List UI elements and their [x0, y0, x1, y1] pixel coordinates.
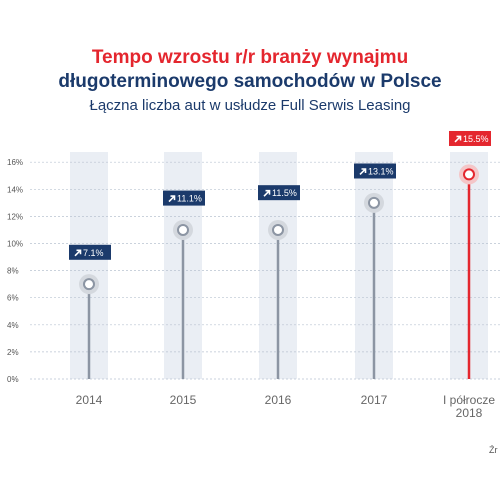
x-tick-label: 2014 [76, 393, 103, 407]
up-arrow-icon [263, 189, 271, 197]
chart-subtitle: Łączna liczba aut w usłudze Full Serwis … [89, 97, 411, 114]
up-arrow-icon [454, 135, 462, 143]
value-label-box-1 [163, 190, 205, 206]
y-tick-label: 6% [7, 294, 19, 303]
up-arrow-icon [74, 249, 82, 257]
value-label-box-2 [258, 185, 300, 201]
chart-title-line-2: długoterminowego samochodów w Polsce [58, 71, 442, 92]
x-tick-label: 2018 [456, 406, 483, 420]
y-tick-label: 14% [7, 185, 23, 194]
up-arrow-icon [168, 195, 176, 203]
data-point-4 [463, 168, 475, 181]
value-label-3: 13.1% [368, 166, 394, 176]
data-point-0 [83, 278, 95, 291]
data-point-2 [272, 223, 284, 236]
value-label-1: 11.1% [177, 194, 202, 204]
data-point-3 [368, 196, 380, 209]
y-tick-label: 0% [7, 375, 19, 384]
x-tick-label: 2015 [170, 393, 197, 407]
chart-title-line-1: Tempo wzrostu r/r branży wynajmu [91, 47, 409, 68]
value-label-box-4 [449, 130, 491, 146]
x-tick-label: 2017 [361, 393, 388, 407]
value-label-4: 15.5% [463, 134, 489, 144]
value-label-0: 7.1% [83, 248, 104, 258]
y-tick-label: 16% [7, 158, 23, 167]
value-label-box-3 [354, 163, 396, 179]
y-tick-label: 8% [7, 267, 19, 276]
y-tick-label: 2% [7, 348, 19, 357]
source-note: Źr [489, 445, 498, 455]
y-tick-label: 12% [7, 212, 23, 221]
value-label-2: 11.5% [272, 188, 297, 198]
up-arrow-icon [359, 168, 367, 176]
data-point-1 [177, 223, 189, 236]
x-tick-label: I półrocze [443, 393, 495, 407]
value-label-box-0 [69, 244, 111, 260]
y-tick-label: 10% [7, 240, 23, 249]
y-tick-label: 4% [7, 321, 19, 330]
x-tick-label: 2016 [265, 393, 292, 407]
